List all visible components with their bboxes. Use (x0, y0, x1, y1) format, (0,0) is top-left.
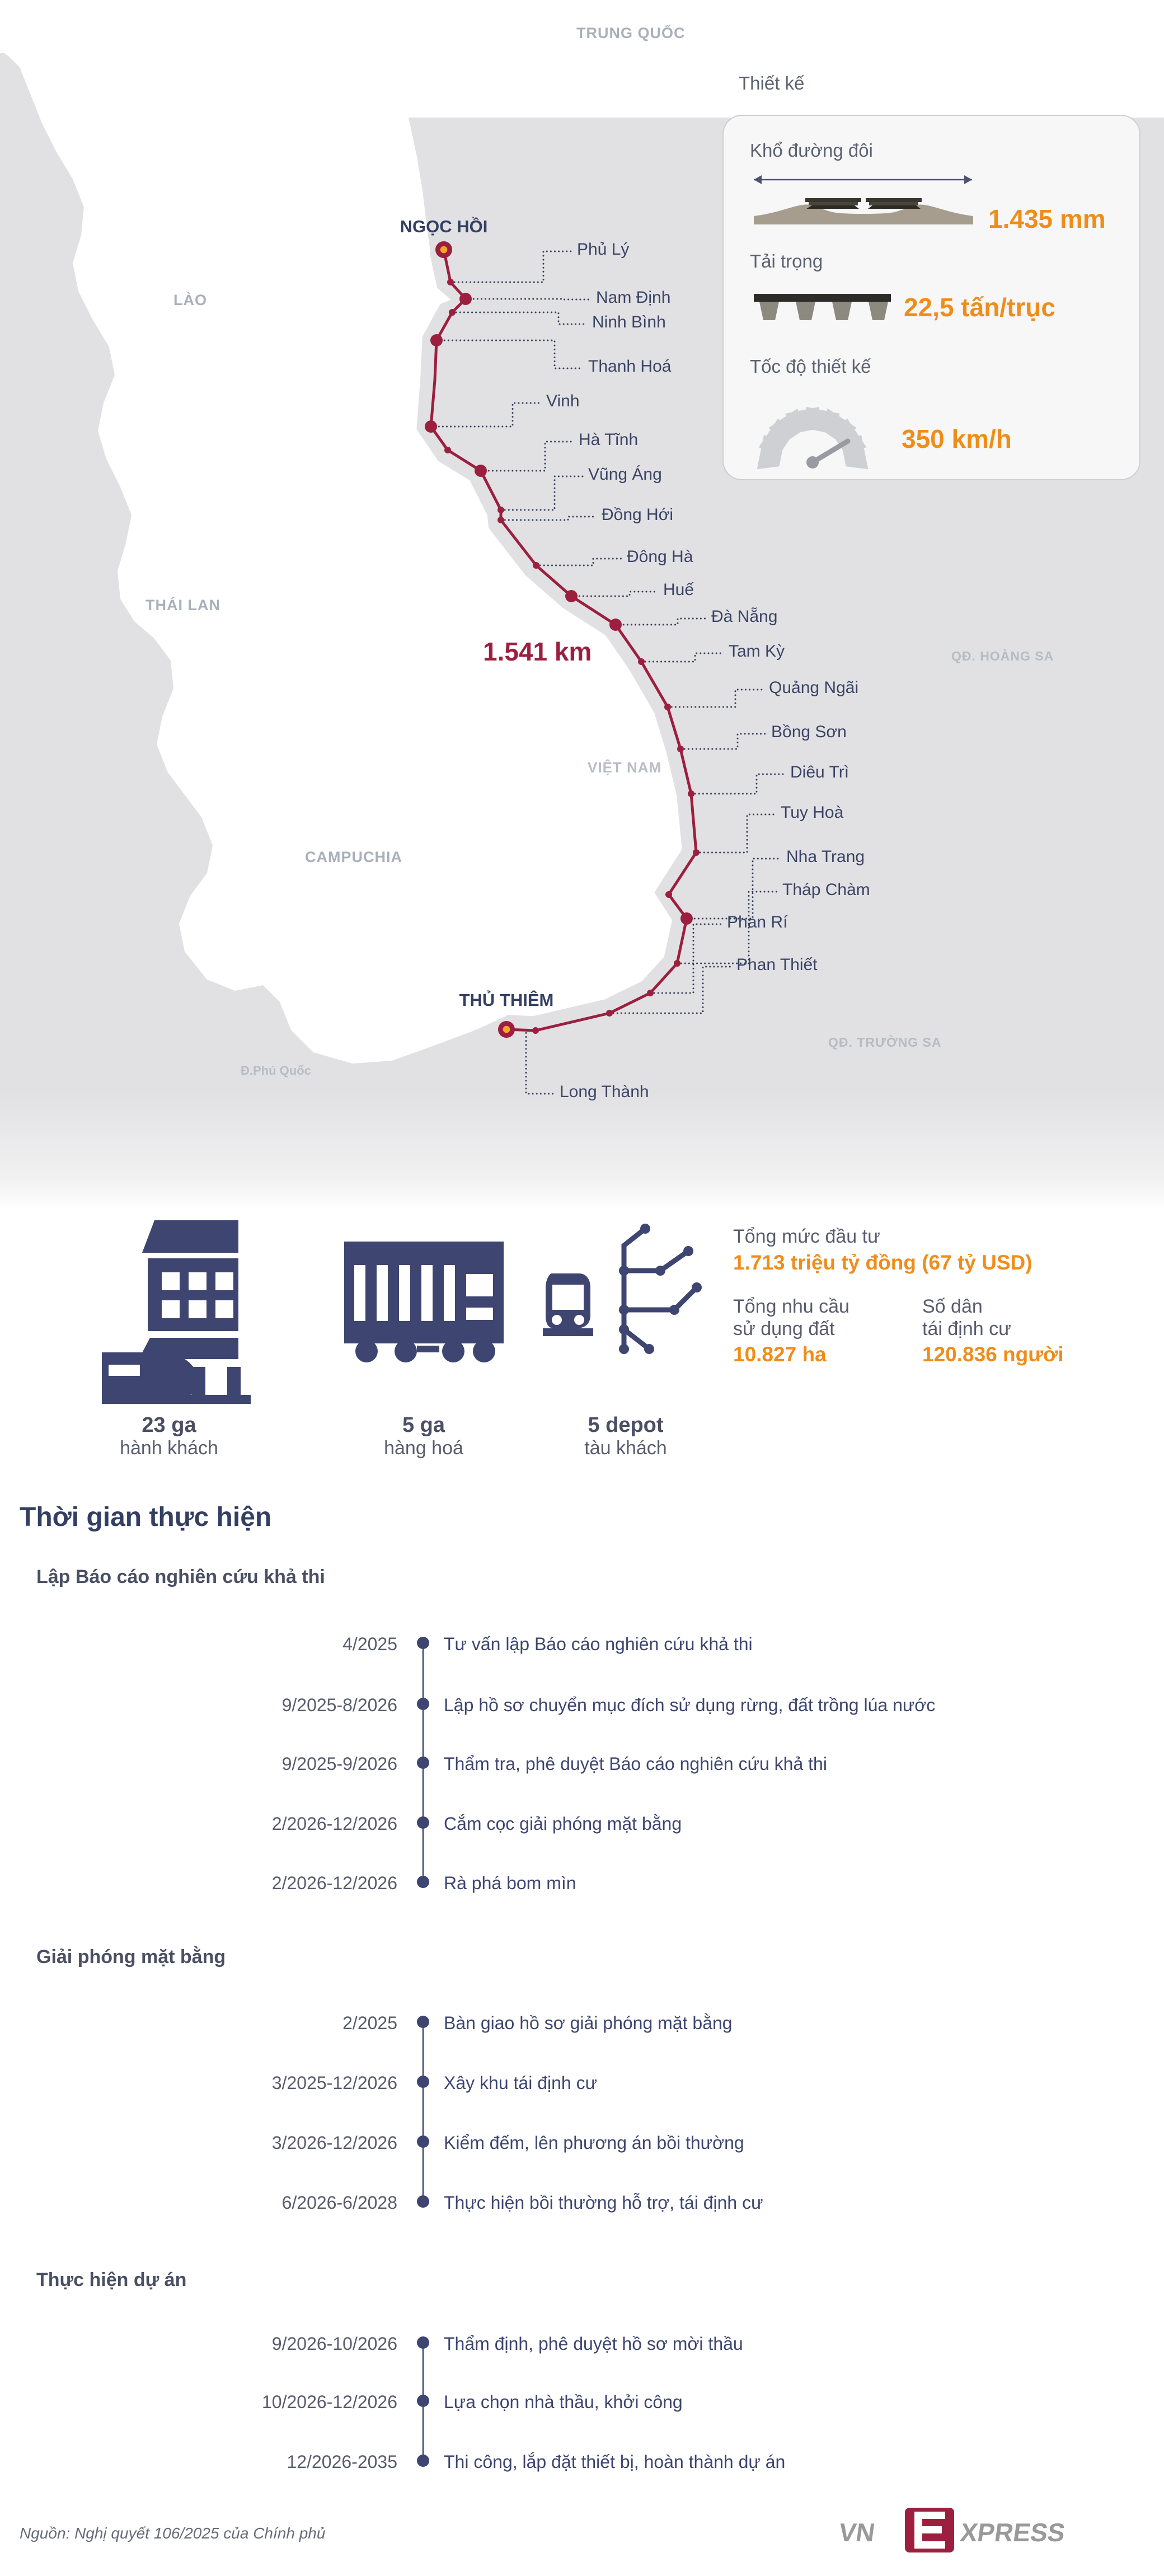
svg-text:3/2026-12/2026: 3/2026-12/2026 (272, 2133, 397, 2153)
svg-text:Lập hồ sơ chuyển mục đích sử d: Lập hồ sơ chuyển mục đích sử dụng rừng, … (444, 1695, 935, 1715)
svg-text:10/2026-12/2026: 10/2026-12/2026 (262, 2392, 397, 2412)
svg-text:2/2026-12/2026: 2/2026-12/2026 (272, 1814, 397, 1834)
svg-text:4/2025: 4/2025 (342, 1634, 397, 1654)
svg-text:Thi công, lắp đặt thiết bị, ho: Thi công, lắp đặt thiết bị, hoàn thành d… (444, 2452, 785, 2472)
svg-text:Bàn giao hồ sơ giải phóng mặt: Bàn giao hồ sơ giải phóng mặt bằng (444, 2013, 733, 2033)
svg-text:Thẩm tra, phê duyệt Báo cáo ng: Thẩm tra, phê duyệt Báo cáo nghiên cứu k… (444, 1754, 827, 1774)
svg-text:Giải phóng mặt bằng: Giải phóng mặt bằng (36, 1946, 226, 1968)
svg-text:9/2026-10/2026: 9/2026-10/2026 (272, 2334, 397, 2354)
svg-text:Cắm cọc giải phóng mặt bằng: Cắm cọc giải phóng mặt bằng (444, 1814, 682, 1834)
svg-text:Lựa chọn nhà thầu, khởi công: Lựa chọn nhà thầu, khởi công (444, 2392, 683, 2412)
svg-text:Thời gian thực hiện: Thời gian thực hiện (20, 1502, 271, 1532)
svg-text:9/2025-9/2026: 9/2025-9/2026 (282, 1754, 397, 1774)
svg-text:Thực hiện bồi thường hỗ trợ, t: Thực hiện bồi thường hỗ trợ, tái định cư (444, 2193, 763, 2213)
svg-text:2/2025: 2/2025 (342, 2013, 397, 2033)
svg-text:Xây khu tái định cư: Xây khu tái định cư (444, 2073, 597, 2093)
svg-text:Nguồn: Nghị quyết 106/2025 của: Nguồn: Nghị quyết 106/2025 của Chính phủ (20, 2525, 326, 2542)
svg-text:Thẩm định, phê duyệt hồ sơ mời: Thẩm định, phê duyệt hồ sơ mời thầu (444, 2334, 743, 2354)
svg-text:6/2026-6/2028: 6/2026-6/2028 (282, 2193, 397, 2213)
svg-text:Tư vấn lập Báo cáo nghiên cứu: Tư vấn lập Báo cáo nghiên cứu khả thi (444, 1634, 753, 1654)
svg-text:XPRESS: XPRESS (959, 2518, 1067, 2547)
svg-text:Rà phá bom mìn: Rà phá bom mìn (444, 1873, 576, 1893)
svg-text:3/2025-12/2026: 3/2025-12/2026 (272, 2073, 397, 2093)
svg-text:12/2026-2035: 12/2026-2035 (287, 2452, 397, 2472)
svg-text:Kiểm đếm, lên phương án bồi th: Kiểm đếm, lên phương án bồi thường (444, 2133, 744, 2153)
svg-text:Thực hiện dự án: Thực hiện dự án (36, 2269, 186, 2291)
svg-text:Lập Báo cáo nghiên cứu khả thi: Lập Báo cáo nghiên cứu khả thi (36, 1566, 325, 1587)
svg-text:VN: VN (837, 2518, 877, 2547)
svg-text:9/2025-8/2026: 9/2025-8/2026 (282, 1695, 397, 1715)
svg-text:2/2026-12/2026: 2/2026-12/2026 (272, 1873, 397, 1893)
